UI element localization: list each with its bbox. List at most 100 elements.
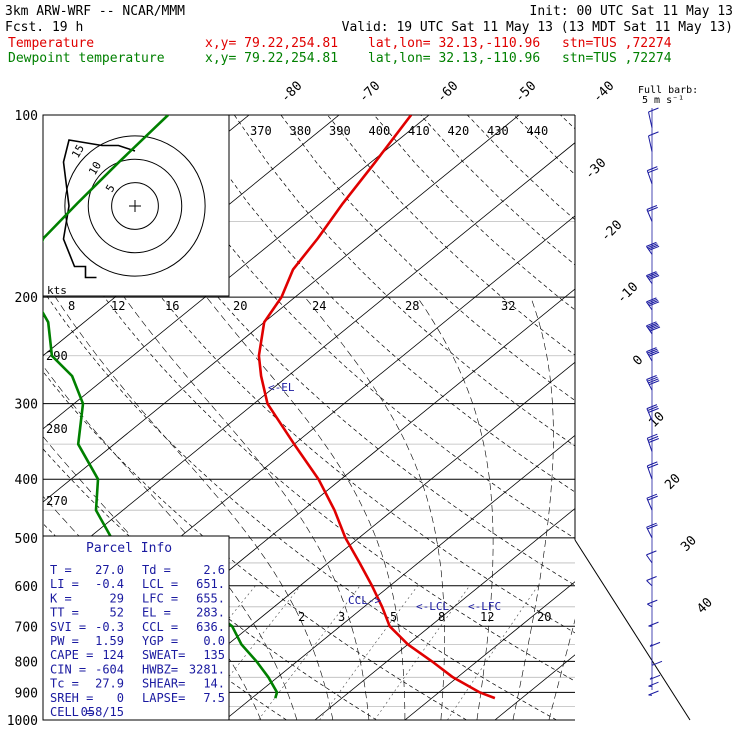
- wind-barb: [651, 660, 663, 666]
- legend-temperature-xy: x,y= 79.22,254.81: [205, 36, 338, 51]
- parcel-value: 3281.: [189, 662, 225, 676]
- parcel-label: SREH =: [50, 691, 93, 705]
- lcl-marker: <-LCL: [416, 600, 449, 613]
- wind-barb: [647, 599, 658, 608]
- parcel-value: 1.59: [95, 634, 124, 648]
- wind-barb: [646, 522, 658, 539]
- theta-e-label: 410: [408, 124, 430, 138]
- wind-barb: [645, 271, 660, 284]
- isotherm-line: [404, 581, 575, 720]
- theta-e-label: 430: [487, 124, 509, 138]
- pressure-label: 900: [15, 686, 38, 701]
- isotherm-label: -60: [434, 79, 461, 106]
- dry-adiabat: [467, 115, 575, 221]
- parcel-label: SVI =: [50, 620, 86, 634]
- mixing-ratio-label: 8: [438, 610, 445, 624]
- mixing-ratio-label: 8: [68, 299, 75, 313]
- theta-e-label: 370: [250, 124, 272, 138]
- isotherm-line: [494, 654, 575, 720]
- mixing-ratio-label: 20: [233, 299, 247, 313]
- dry-adiabat: [327, 115, 575, 356]
- isotherm-line: [314, 508, 575, 720]
- skewed-right-axis: [574, 539, 691, 721]
- hodograph-ring: [111, 182, 159, 230]
- wind-barb: [646, 493, 658, 511]
- moist-adiabat: [206, 296, 406, 720]
- parcel-value: 7.5: [203, 691, 225, 705]
- isotherm-line: [134, 361, 575, 720]
- pressure-label: 100: [15, 109, 38, 124]
- isotherm-label: -80: [278, 79, 305, 106]
- wind-barbs: [645, 107, 663, 696]
- parcel-label: CCL =: [142, 620, 178, 634]
- dry-adiabat: [700, 115, 740, 720]
- legend-dewpoint-latlon: lat,lon= 32.13,-110.96: [368, 51, 540, 66]
- isotherm-line: [675, 115, 740, 720]
- parcel-label: CAPE =: [50, 648, 93, 662]
- parcel-info-frame: [42, 535, 230, 721]
- mixing-ratio-label: 12: [111, 299, 125, 313]
- dry-adiabat: [43, 289, 557, 720]
- pressure-label: 600: [15, 580, 38, 595]
- parcel-value: 0: [117, 691, 124, 705]
- legend-dewpoint-xy: x,y= 79.22,254.81: [205, 51, 338, 66]
- pressure-label: 400: [15, 473, 38, 488]
- isotherm-label: -70: [356, 79, 383, 106]
- mixing-ratio-label: 16: [165, 299, 179, 313]
- wind-barb: [645, 297, 660, 311]
- legend-dewpoint-stn: stn=TUS ,72274: [562, 51, 672, 66]
- moist-adiabat: [417, 296, 494, 720]
- theta-e-label: 400: [369, 124, 391, 138]
- parcel-value: 135: [203, 648, 225, 662]
- wind-barb: [646, 205, 658, 222]
- isotherm-line: [43, 115, 520, 503]
- parcel-value: 0.0: [203, 634, 225, 648]
- forecast-hour: Fcst. 19 h: [5, 20, 83, 35]
- pressure-label: 700: [15, 620, 38, 635]
- isotherm-label: 40: [694, 595, 716, 617]
- theta-label: 270: [46, 494, 68, 508]
- ccl-marker: CCL->: [348, 594, 381, 607]
- hodograph-ring-label: 15: [69, 142, 87, 160]
- hodograph-ring: [87, 158, 183, 254]
- wind-barb: [648, 621, 659, 627]
- dry-adiabat: [654, 115, 740, 720]
- parcel-value: 636.: [196, 620, 225, 634]
- isotherm-label: -50: [512, 79, 539, 106]
- wind-barb: [648, 131, 659, 152]
- wind-barb: [645, 321, 661, 335]
- parcel-label: LAPSE=: [142, 691, 185, 705]
- pressure-label: 500: [15, 532, 38, 547]
- temperature-profile: [257, 115, 496, 700]
- parcel-value: 2.6: [203, 563, 225, 577]
- moist-adiabat: [43, 365, 298, 720]
- parcel-label: LFC =: [142, 591, 178, 605]
- hodograph-ring-label: 10: [86, 159, 104, 177]
- theta-e-label: 420: [448, 124, 470, 138]
- parcel-label: SHEAR=: [142, 677, 185, 691]
- parcel-label: K =: [50, 591, 72, 605]
- pressure-label: 200: [15, 291, 38, 306]
- parcel-value: 651.: [196, 577, 225, 591]
- isotherm-label: -20: [598, 218, 625, 245]
- parcel-value: 124: [102, 648, 124, 662]
- isotherm-label: -40: [590, 79, 617, 106]
- parcel-value: 058/15: [81, 705, 124, 719]
- parcel-label: Tc =: [50, 677, 79, 691]
- theta-e-label: 440: [527, 124, 549, 138]
- parcel-label: Td =: [142, 563, 171, 577]
- init-time: Init: 00 UTC Sat 11 May 13: [530, 4, 734, 19]
- dry-adiabat: [280, 115, 575, 401]
- wind-barb: [648, 690, 659, 696]
- parcel-value: -0.3: [95, 620, 124, 634]
- wind-barb: [646, 375, 660, 391]
- pressure-label: 1000: [7, 714, 38, 729]
- mixing-ratio-line: [147, 585, 256, 720]
- legend-temperature-stn: stn=TUS ,72274: [562, 36, 672, 51]
- parcel-label: TT =: [50, 606, 79, 620]
- valid-time: Valid: 19 UTC Sat 11 May 13 (13 MDT Sat …: [342, 20, 733, 35]
- wind-barb: [646, 404, 659, 421]
- parcel-label: LCL =: [142, 577, 178, 591]
- dry-adiabat: [187, 115, 575, 493]
